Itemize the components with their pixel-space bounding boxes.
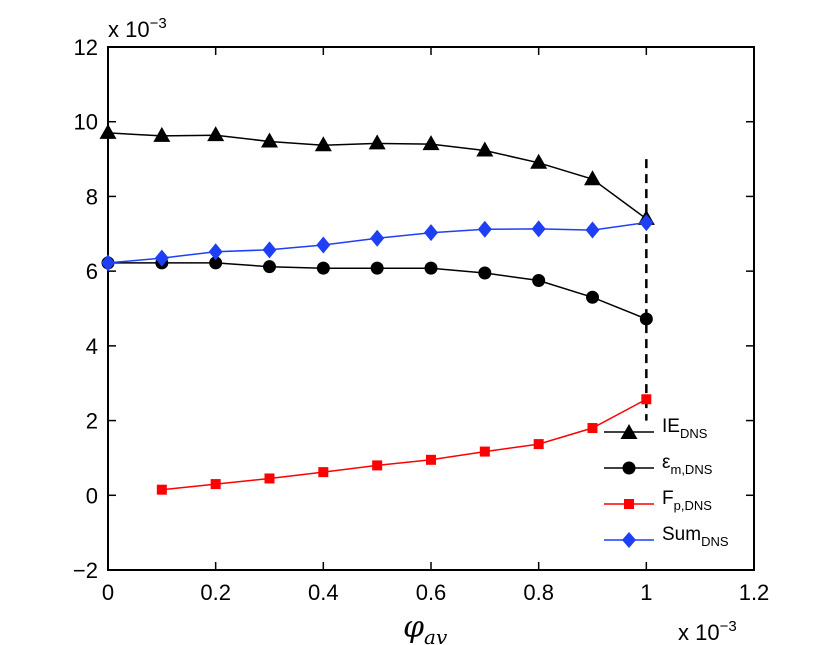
x-tick-label: 0.8 [523, 580, 554, 605]
data-point-circle [370, 261, 384, 275]
data-point-circle [478, 266, 492, 280]
legend-item-epsilon: εm,DNS [604, 452, 713, 477]
x-tick-label: 0.6 [416, 580, 447, 605]
data-point-square [210, 479, 221, 490]
data-point-diamond [424, 224, 438, 242]
series-diamond [101, 214, 654, 272]
data-point-diamond [531, 220, 546, 238]
x-axis-label: φav [403, 610, 448, 645]
data-point-diamond [154, 249, 169, 267]
data-point-square [587, 423, 598, 434]
svg-text:εm,DNS: εm,DNS [662, 452, 713, 477]
y-tick-label: −2 [73, 558, 98, 583]
legend-circle-marker [622, 461, 636, 475]
data-point-triangle [584, 170, 601, 186]
legend-square-marker [624, 499, 634, 509]
y-tick-label: 10 [74, 110, 98, 135]
data-point-circle [586, 290, 599, 304]
plot-frame [107, 46, 755, 571]
legend-triangle-marker [620, 424, 638, 439]
y-tick-label: 6 [86, 259, 98, 284]
legend-diamond-marker [622, 532, 636, 548]
y-tick-label: 12 [74, 35, 98, 60]
data-point-diamond [639, 214, 654, 232]
data-point-circle [532, 273, 546, 287]
x-tick-label: 0 [102, 580, 114, 605]
data-point-circle [639, 312, 653, 326]
x-tick-label: 1.2 [739, 580, 770, 605]
data-point-diamond [585, 221, 600, 239]
x-scale-label: x 10−3 [678, 618, 737, 645]
x-tick-label: 0.2 [200, 580, 231, 605]
data-point-diamond [101, 254, 115, 272]
x-tick-label: 0.4 [308, 580, 339, 605]
data-point-square [426, 454, 436, 465]
data-point-triangle [422, 135, 440, 151]
series-circle [101, 256, 653, 326]
series-line [161, 398, 647, 491]
series-square [156, 394, 652, 495]
y-tick-label: 8 [86, 184, 98, 209]
data-point-triangle [314, 136, 332, 152]
legend-item-fp: Fp,DNS [604, 488, 712, 513]
data-point-square [533, 439, 544, 450]
data-point-triangle [207, 126, 225, 142]
data-point-square [372, 460, 383, 471]
data-point-square [641, 394, 652, 405]
data-point-circle [316, 261, 330, 275]
data-point-triangle [530, 153, 548, 169]
data-point-triangle [476, 141, 494, 157]
data-point-diamond [316, 236, 331, 254]
y-scale-label: x 10−3 [108, 15, 167, 42]
y-tick-label: 2 [86, 409, 98, 434]
svg-text:IEDNS: IEDNS [662, 416, 708, 441]
svg-text:SumDNS: SumDNS [662, 524, 729, 549]
data-point-diamond [477, 220, 492, 238]
data-point-square [318, 467, 329, 478]
data-point-triangle [261, 132, 278, 148]
y-tick-label: 4 [86, 334, 98, 359]
legend: IEDNS εm,DNS Fp,DNS SumDNS [604, 416, 729, 549]
data-point-diamond [262, 241, 277, 259]
x-tick-label: 1 [640, 580, 652, 605]
svg-text:Fp,DNS: Fp,DNS [662, 488, 712, 513]
y-tick-label: 0 [86, 483, 98, 508]
data-point-triangle [99, 123, 117, 139]
legend-item-sum: SumDNS [604, 524, 729, 549]
data-point-square [479, 446, 490, 457]
legend-item-ie: IEDNS [604, 416, 708, 441]
data-point-circle [424, 261, 438, 275]
data-point-triangle [368, 134, 386, 150]
series-triangle [99, 123, 655, 225]
data-point-diamond [208, 243, 223, 261]
data-point-diamond [370, 229, 385, 247]
data-point-triangle [153, 126, 171, 142]
data-point-circle [263, 260, 276, 274]
series-layer [99, 123, 655, 495]
data-point-circle [209, 256, 223, 270]
data-point-square [156, 484, 167, 495]
data-point-square [264, 473, 275, 484]
